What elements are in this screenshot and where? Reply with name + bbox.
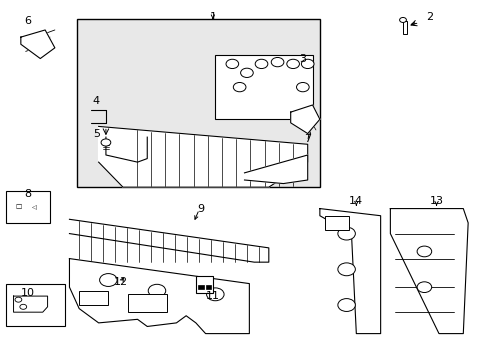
Circle shape <box>271 58 284 67</box>
Bar <box>79 291 108 305</box>
Bar <box>196 276 212 293</box>
Polygon shape <box>14 296 47 312</box>
Bar <box>198 285 203 289</box>
Polygon shape <box>244 155 307 184</box>
Circle shape <box>416 246 431 257</box>
Text: 10: 10 <box>21 288 35 297</box>
Polygon shape <box>99 126 307 187</box>
Polygon shape <box>69 219 268 262</box>
Circle shape <box>15 297 22 302</box>
Text: 8: 8 <box>24 189 32 199</box>
Text: 7: 7 <box>304 134 311 144</box>
Text: 12: 12 <box>113 277 127 287</box>
Text: ☐: ☐ <box>15 204 21 210</box>
Circle shape <box>101 139 111 146</box>
Circle shape <box>206 288 224 301</box>
Circle shape <box>337 263 355 276</box>
Bar <box>205 285 211 289</box>
Circle shape <box>240 68 253 77</box>
Text: 2: 2 <box>425 13 432 22</box>
Circle shape <box>255 59 267 68</box>
Text: 6: 6 <box>24 16 32 26</box>
Bar <box>6 284 64 327</box>
Polygon shape <box>389 208 467 334</box>
Polygon shape <box>21 30 55 59</box>
Bar <box>127 294 166 312</box>
Circle shape <box>286 59 299 68</box>
Text: 4: 4 <box>92 96 100 107</box>
Circle shape <box>337 298 355 311</box>
Polygon shape <box>290 105 319 134</box>
Polygon shape <box>69 258 249 334</box>
Bar <box>77 19 319 187</box>
Circle shape <box>301 59 313 68</box>
Polygon shape <box>319 208 380 334</box>
Circle shape <box>337 227 355 240</box>
Polygon shape <box>402 21 407 33</box>
Circle shape <box>148 284 165 297</box>
Text: 1: 1 <box>209 13 216 22</box>
Circle shape <box>233 82 245 92</box>
Bar <box>324 216 348 230</box>
Circle shape <box>100 274 117 287</box>
Text: 5: 5 <box>93 129 100 139</box>
Text: 3: 3 <box>299 54 305 64</box>
Text: ◁: ◁ <box>31 205 35 210</box>
Bar <box>6 191 50 223</box>
Circle shape <box>20 304 27 309</box>
Text: 11: 11 <box>205 291 220 301</box>
Text: 13: 13 <box>428 197 443 206</box>
Circle shape <box>416 282 431 293</box>
Text: 9: 9 <box>197 203 204 213</box>
Circle shape <box>296 82 308 92</box>
Circle shape <box>399 18 406 22</box>
Circle shape <box>225 59 238 68</box>
Bar <box>215 55 312 119</box>
Text: 14: 14 <box>348 197 363 206</box>
